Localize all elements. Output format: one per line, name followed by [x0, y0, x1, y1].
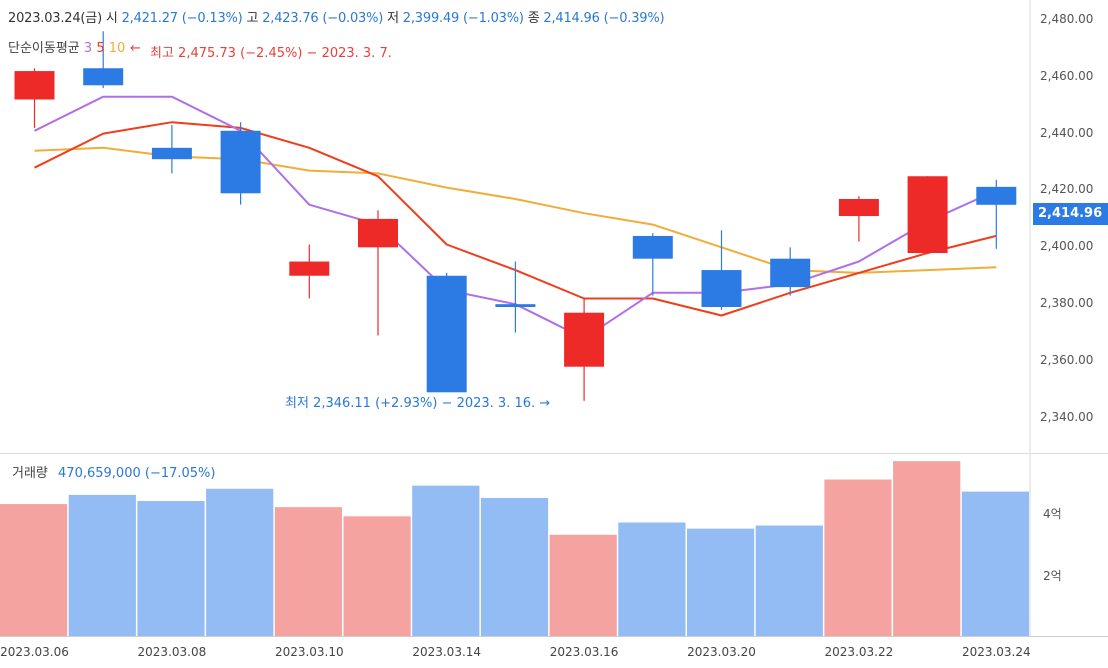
- candle-body: [358, 218, 398, 248]
- close-value: 2,414.96 (−0.39%): [543, 11, 665, 26]
- volume-bar: [206, 488, 274, 636]
- volume-bar: [893, 461, 961, 636]
- ma10-line: [34, 146, 997, 274]
- candle-body: [14, 71, 55, 100]
- candle-body: [495, 304, 536, 308]
- volume-bars: [0, 461, 1029, 636]
- volume-tick-label: 4억: [1043, 507, 1062, 522]
- x-tick-label: 2023.03.16: [549, 645, 619, 659]
- y-tick-label: 2,400.00: [1040, 239, 1094, 254]
- ma3-legend: 3: [83, 41, 93, 56]
- x-tick-label: 2023.03.20: [687, 645, 756, 659]
- volume-bar: [137, 501, 205, 636]
- candle-body: [426, 275, 467, 393]
- y-tick-label: 2,480.00: [1040, 11, 1094, 26]
- candle-body: [83, 68, 124, 86]
- left-arrow-icon: ←: [130, 41, 141, 56]
- candle-body: [632, 235, 673, 259]
- volume-bar: [0, 504, 68, 636]
- x-tick-label: 2023.03.08: [137, 645, 207, 659]
- header-date: 2023.03.24(금): [8, 11, 102, 26]
- low-note-text: 최저 2,346.11 (+2.93%) − 2023. 3. 16.: [285, 396, 536, 411]
- high-value: 2,423.76 (−0.03%): [262, 11, 384, 26]
- ma5-legend: 5: [96, 41, 105, 56]
- open-label: 시: [105, 11, 118, 26]
- candle-body: [770, 258, 811, 288]
- volume-bar: [549, 534, 617, 636]
- ma10-legend: 10: [108, 41, 126, 56]
- candle-body: [220, 130, 261, 194]
- last-price-tag: 2,414.96: [1033, 203, 1108, 225]
- ma-legend[interactable]: 단순이동평균 3 5 10: [8, 37, 125, 56]
- volume-bar: [68, 494, 136, 636]
- volume-bar: [961, 491, 1029, 636]
- y-tick-label: 2,420.00: [1040, 182, 1094, 197]
- candle-body: [838, 198, 879, 217]
- volume-bar: [412, 485, 480, 636]
- candle-body: [976, 186, 1017, 205]
- right-arrow-icon: →: [539, 396, 551, 411]
- candle-body: [701, 270, 742, 308]
- y-tick-label: 2,380.00: [1040, 296, 1094, 311]
- close-label: 종: [527, 11, 540, 26]
- low-value: 2,399.49 (−1.03%): [402, 11, 524, 26]
- x-tick-label: 2023.03.22: [824, 645, 894, 659]
- open-value: 2,421.27 (−0.13%): [121, 11, 243, 26]
- candle-body: [151, 147, 192, 160]
- volume-bar: [755, 525, 823, 636]
- x-tick-label: 2023.03.14: [412, 645, 482, 659]
- ohlc-header: 2023.03.24(금) 시 2,421.27 (−0.13%) 고 2,42…: [8, 7, 665, 26]
- candle-body: [907, 176, 948, 254]
- volume-bar: [618, 522, 686, 636]
- volume-tick-label: 2억: [1043, 568, 1062, 583]
- volume-bar: [687, 528, 755, 636]
- frame: [0, 0, 1108, 637]
- high-note-text: 최고 2,475.73 (−2.45%) − 2023. 3. 7.: [150, 46, 392, 61]
- x-tick-label: 2023.03.24: [961, 645, 1031, 659]
- ma10-series: [34, 146, 997, 274]
- low-label: 저: [387, 11, 399, 26]
- x-tick-label: 2023.03.10: [274, 645, 344, 659]
- y-tick-label: 2,340.00: [1040, 409, 1094, 424]
- candles: [14, 31, 1017, 401]
- volume-bar: [274, 507, 342, 636]
- y-tick-label: 2,440.00: [1040, 125, 1094, 140]
- volume-bar: [824, 479, 892, 636]
- volume-value: 470,659,000 (−17.05%): [58, 466, 216, 481]
- volume-bar: [480, 497, 549, 636]
- low-annotation: 최저 2,346.11 (+2.93%) − 2023. 3. 16. →: [285, 392, 550, 411]
- ma-legend-label: 단순이동평균: [8, 41, 80, 56]
- x-tick-label: 2023.03.06: [0, 645, 69, 659]
- y-tick-label: 2,360.00: [1040, 353, 1094, 368]
- high-annotation: ← 최고 2,475.73 (−2.45%) − 2023. 3. 7.: [130, 41, 392, 61]
- candle-body: [564, 312, 605, 367]
- volume-label: 거래량: [12, 466, 48, 481]
- candle-body: [289, 261, 330, 276]
- volume-bar: [343, 516, 411, 636]
- y-tick-label: 2,460.00: [1040, 68, 1094, 83]
- high-label: 고: [246, 11, 259, 26]
- volume-header: 거래량 470,659,000 (−17.05%): [12, 462, 215, 481]
